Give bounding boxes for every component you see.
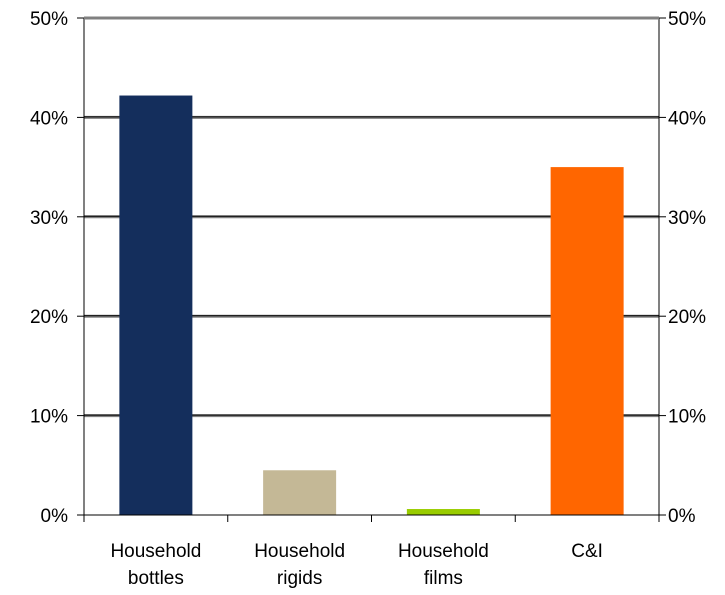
y-tick-label-left: 0% bbox=[41, 506, 69, 527]
y-tick-label-left: 30% bbox=[30, 208, 68, 229]
x-category-label: C&I bbox=[571, 541, 603, 562]
y-tick-label-right: 0% bbox=[668, 506, 696, 527]
y-tick-label-right: 20% bbox=[668, 307, 706, 328]
x-category-label: Household films bbox=[398, 541, 489, 589]
y-tick-label-right: 30% bbox=[668, 208, 706, 229]
y-tick-label-left: 40% bbox=[30, 108, 68, 129]
bar-2 bbox=[406, 509, 480, 515]
bar-3 bbox=[550, 167, 624, 515]
y-tick-label-left: 50% bbox=[30, 9, 68, 30]
bar-1 bbox=[263, 470, 337, 515]
y-tick-label-right: 40% bbox=[668, 108, 706, 129]
bar-0 bbox=[119, 95, 193, 516]
bars bbox=[119, 95, 624, 516]
y-tick-label-right: 50% bbox=[668, 9, 706, 30]
x-category-label: Household rigids bbox=[254, 541, 345, 589]
axes bbox=[77, 16, 666, 522]
y-tick-label-left: 10% bbox=[30, 407, 68, 428]
y-tick-label-right: 10% bbox=[668, 407, 706, 428]
y-tick-label-left: 20% bbox=[30, 307, 68, 328]
axis-labels: 0% 0% 10% 10% 20% 20% 30% 30% 40% 40% 50% 50% Househ… bbox=[30, 9, 706, 589]
x-category-label: Household bottles bbox=[110, 541, 201, 589]
